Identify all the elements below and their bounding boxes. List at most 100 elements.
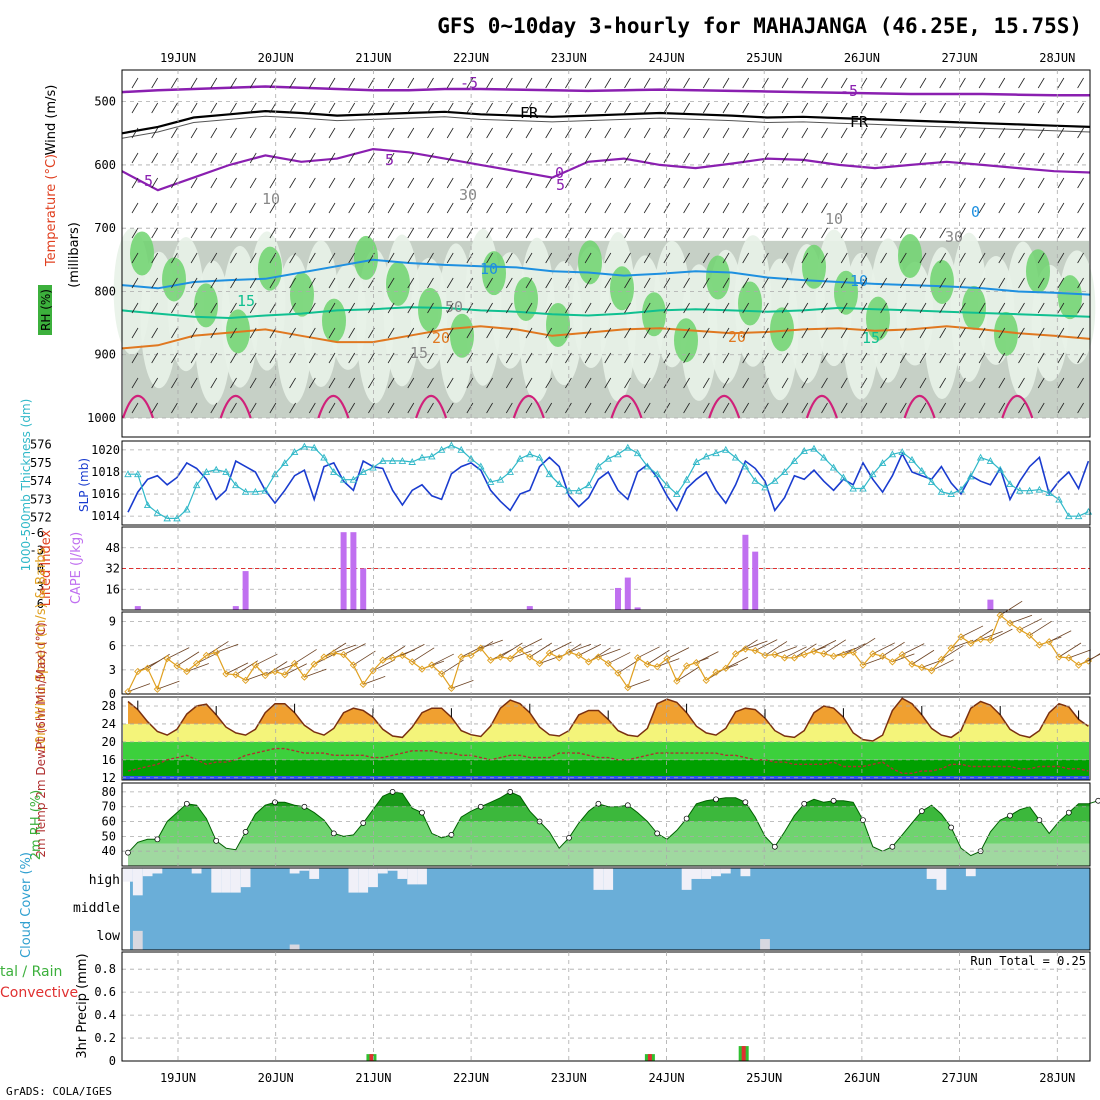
cape-bar (242, 571, 249, 610)
wind-barb (919, 302, 927, 314)
wind-barb (939, 127, 947, 139)
wind-barb (702, 77, 710, 89)
temp-tick: 12 (102, 771, 116, 785)
wind-barb (249, 77, 257, 89)
wind-barb (663, 152, 671, 164)
wind-barb (131, 277, 139, 289)
wind10m-barb (666, 647, 690, 659)
cape-tick: 16 (106, 582, 120, 596)
wind-barb (742, 277, 750, 289)
wind-barb (584, 152, 592, 164)
date-label-bottom: 27JUN (942, 1071, 978, 1085)
slp-marker (134, 470, 142, 478)
wind-barb (269, 102, 277, 114)
wind-barb (860, 402, 868, 414)
wind-barb (1037, 252, 1045, 264)
isotherm-25C (219, 395, 252, 419)
wind-barb (407, 152, 415, 164)
slp-marker (878, 459, 887, 467)
wind-barb (249, 277, 257, 289)
thickness-tick: 574 (30, 474, 52, 488)
wind-barb (663, 277, 671, 289)
wind-barb (407, 352, 415, 364)
wind-barb (899, 177, 907, 189)
wind-barb (486, 227, 493, 239)
rh-shade-green (706, 255, 730, 300)
wind10m-marker (496, 653, 505, 661)
wind-barb (919, 177, 927, 189)
wind-barb (978, 152, 986, 164)
wind-barb (486, 277, 493, 289)
wind-barb (1018, 402, 1025, 414)
wind-barb (387, 277, 395, 289)
wind-barb (151, 377, 159, 389)
wind-barb (505, 277, 513, 289)
wind-barb (722, 177, 730, 189)
cape-tick: 32 (106, 562, 120, 576)
slp-marker (447, 441, 456, 449)
wind-barb (348, 127, 356, 139)
wind-barb (880, 352, 887, 364)
li-tick: -6 (30, 526, 44, 540)
wind10m-barb (402, 644, 425, 656)
wind-barb (1057, 202, 1065, 214)
wind-barb (289, 77, 296, 89)
wind-barb (525, 152, 533, 164)
wind-barb (545, 402, 553, 414)
wind-barb (348, 202, 356, 214)
wind-barb (1057, 77, 1065, 89)
wind10m-marker (898, 650, 906, 659)
wind-barb (939, 102, 947, 114)
wind-barb (269, 277, 277, 289)
wind-barb (1057, 277, 1065, 289)
cloud-high-bar (407, 868, 418, 885)
wind-barb (1037, 352, 1045, 364)
wind-barb (899, 277, 907, 289)
rh-shade-green (1058, 275, 1082, 320)
wind10m-marker (751, 646, 759, 655)
wind-barb (998, 252, 1006, 264)
wind10m-barb (353, 650, 376, 666)
wind-barb (683, 252, 690, 264)
wind-barb (821, 402, 828, 414)
wind-barb (880, 202, 887, 214)
wind-barb (151, 402, 159, 414)
slp-marker (290, 448, 299, 456)
wind-barb (151, 277, 159, 289)
wind-barb (1077, 327, 1084, 339)
wind-barb (939, 152, 947, 164)
contour-label: FR (850, 113, 869, 131)
ylabel-cape: CAPE (J/kg) (69, 532, 84, 604)
wind-barb (446, 202, 454, 214)
cloud-high-bar (397, 868, 408, 879)
wind10m-barb (480, 639, 503, 649)
wind-barb (1077, 277, 1084, 289)
wind-barb (230, 302, 237, 314)
wind-barb (742, 302, 750, 314)
slp-marker (1016, 486, 1024, 494)
slp-marker (771, 476, 779, 484)
wind-barb (210, 352, 218, 364)
wind-barb (190, 402, 198, 414)
wind-barb (978, 127, 986, 139)
wind-barb (919, 402, 927, 414)
wind10m-barb (813, 640, 837, 652)
wind-barb (702, 252, 710, 264)
wind-barb (348, 352, 356, 364)
wind-barb (1077, 102, 1084, 114)
wind10m-marker (1006, 619, 1014, 627)
wind-barb (781, 202, 789, 214)
wind-barb (269, 227, 277, 239)
slp-marker (526, 450, 534, 458)
wind-barb (998, 227, 1006, 239)
date-label-top: 19JUN (160, 51, 196, 65)
precip-convective-bar (369, 1054, 374, 1061)
wind-barb (702, 352, 710, 364)
slp-marker (712, 449, 720, 457)
rh-shade-green (290, 272, 314, 317)
footer-credit: GrADS: COLA/IGES (6, 1085, 112, 1098)
wind-barb (781, 277, 789, 289)
wind-barb (1057, 402, 1065, 414)
wind-barb (702, 102, 710, 114)
slp-tick: 1014 (91, 509, 120, 523)
